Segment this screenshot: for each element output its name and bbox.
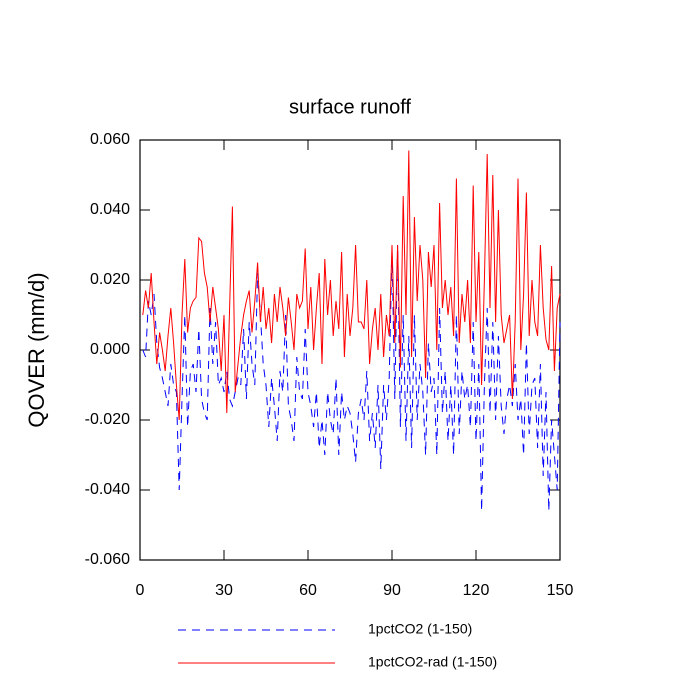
y-tick-label: 0.000 (90, 341, 130, 358)
data-line (142, 244, 561, 512)
y-axis-label: QOVER (mm/d) (24, 272, 49, 427)
y-tick-label: -0.040 (85, 481, 130, 498)
y-tick-label: 0.020 (90, 271, 130, 288)
plot-frame (139, 139, 561, 561)
y-tick-label: -0.060 (85, 551, 130, 568)
x-tick-label: 60 (299, 582, 317, 599)
data-line (142, 150, 561, 421)
x-tick-label: 90 (383, 582, 401, 599)
legend-label: 1pctCO2-rad (1-150) (368, 654, 497, 670)
y-tick-label: 0.040 (90, 201, 130, 218)
x-tick-label: 150 (547, 582, 574, 599)
x-tick-label: 120 (463, 582, 490, 599)
chart-title: surface runoff (289, 96, 411, 118)
legend-label: 1pctCO2 (1-150) (368, 621, 472, 637)
y-tick-label: 0.060 (90, 131, 130, 148)
y-tick-label: -0.020 (85, 411, 130, 428)
x-tick-label: 0 (136, 582, 145, 599)
x-tick-label: 30 (215, 582, 233, 599)
